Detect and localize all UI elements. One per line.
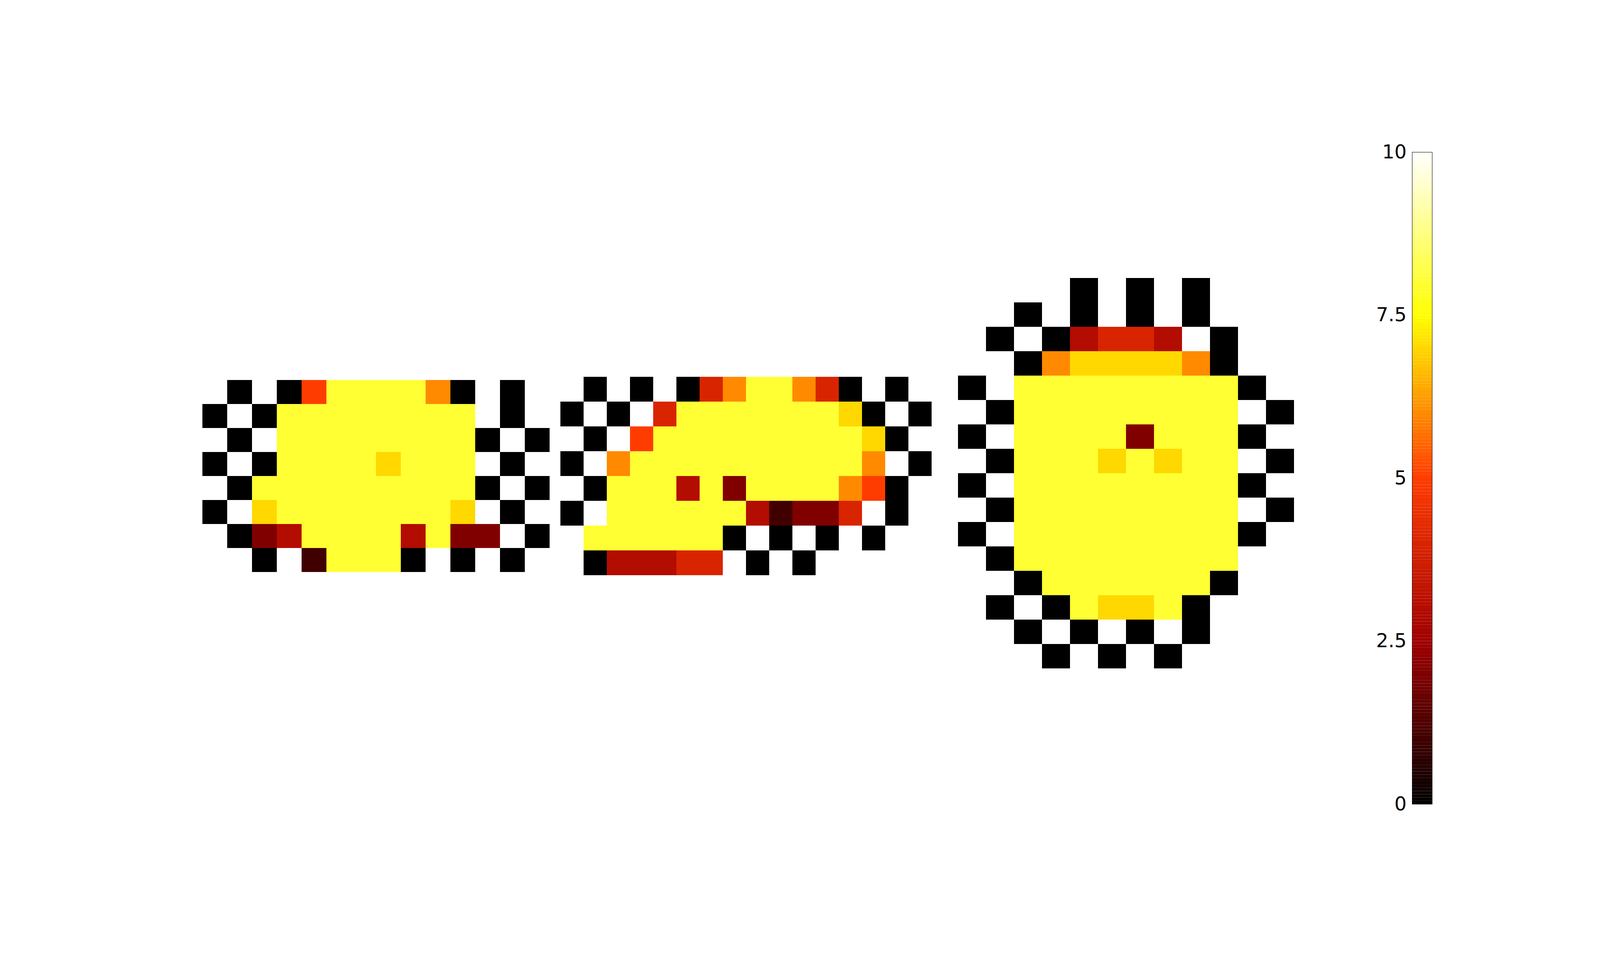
svg-text:2.5: 2.5	[1376, 629, 1407, 652]
svg-text:7.5: 7.5	[1376, 303, 1407, 326]
svg-text:5: 5	[1394, 466, 1407, 489]
svg-text:10: 10	[1382, 140, 1407, 163]
svg-text:0: 0	[1394, 792, 1407, 815]
